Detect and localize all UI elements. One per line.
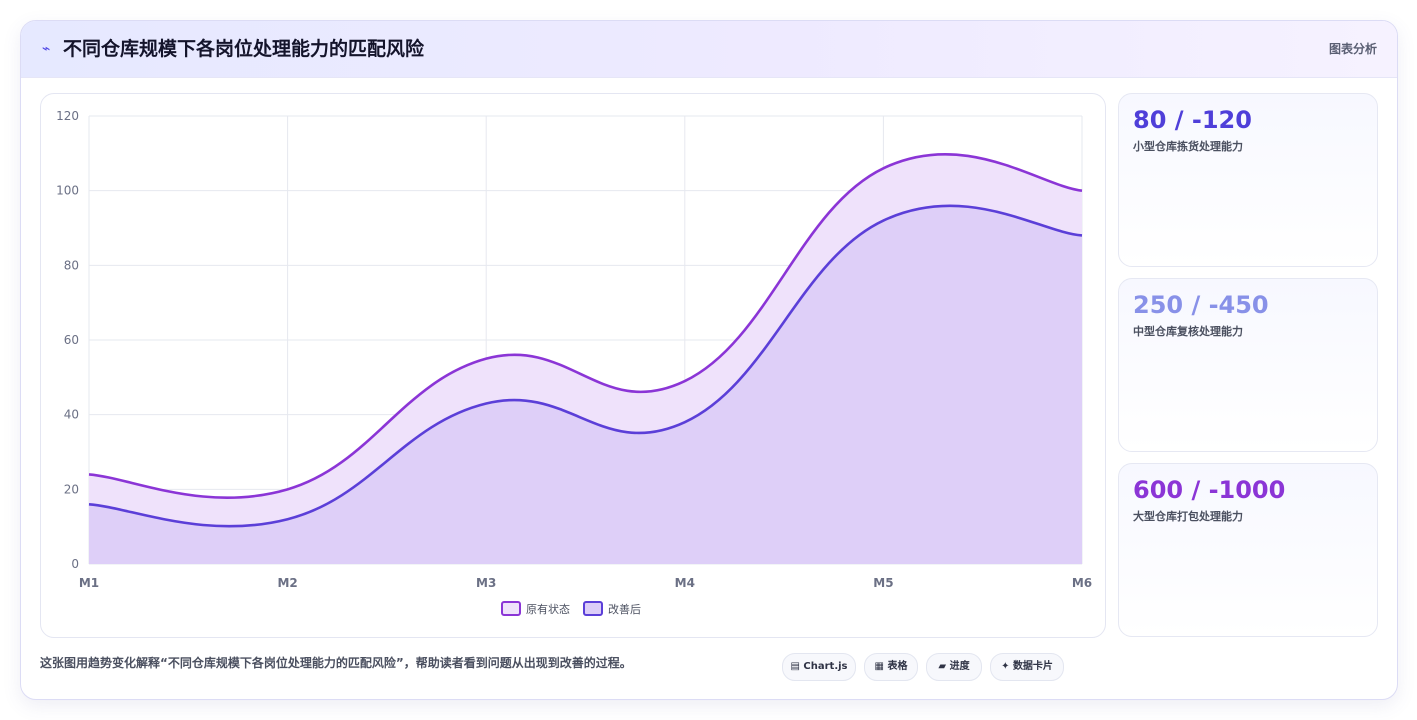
series-line-1 [88, 152, 1083, 499]
pill-label: Chart.js [803, 661, 848, 672]
y-tick-label: 120 [56, 109, 79, 123]
chart-icon: ▤ [790, 661, 800, 672]
pill-label: 进度 [949, 661, 970, 672]
pill-label: 数据卡片 [1012, 661, 1053, 672]
x-tick-label: M2 [277, 576, 297, 590]
y-tick-label: 0 [71, 557, 79, 571]
x-tick-label: M3 [476, 576, 496, 590]
sparkle-icon: ✦ [1001, 661, 1010, 672]
y-tick-label: 60 [64, 333, 79, 347]
y-tick-label: 20 [64, 482, 79, 496]
chart-card: ⌁ 不同仓库规模下各岗位处理能力的匹配风险 图表分析 0 20 40 60 80 100 1… [20, 20, 1398, 700]
chart-line-icon: ⌁ [42, 41, 51, 57]
stat-label-small: 小型仓库拣货处理能力 [1133, 140, 1243, 153]
x-tick-label: M6 [1072, 576, 1092, 590]
card-header: ⌁ 不同仓库规模下各岗位处理能力的匹配风险 图表分析 [21, 21, 1397, 78]
area-chart: 0 20 40 60 80 100 120 M1 M2 M3 M4 M5 M6 原有状态 改善后 [56, 109, 1092, 616]
stat-card-large: 600 / -1000 大型仓库打包处理能力 [1118, 463, 1378, 637]
x-tick-label: M1 [79, 576, 99, 590]
pill-chartjs[interactable]: ▤ Chart.js [782, 653, 856, 681]
legend-swatch [501, 601, 521, 616]
pill-progress[interactable]: ▰ 进度 [926, 653, 982, 681]
y-tick-label: 40 [64, 408, 79, 422]
legend-swatch [583, 601, 603, 616]
pill-label: 表格 [887, 661, 908, 672]
x-tick-label: M5 [873, 576, 893, 590]
stat-value-medium: 250 / -450 [1133, 291, 1269, 319]
stat-label-large: 大型仓库打包处理能力 [1133, 510, 1243, 523]
x-tick-label: M4 [675, 576, 695, 590]
chart-description: 这张图用趋势变化解释“不同仓库规模下各岗位处理能力的匹配风险”，帮助读者看到问题… [40, 656, 632, 670]
progress-icon: ▰ [938, 661, 947, 672]
legend-label: 改善后 [608, 602, 641, 616]
series-line-2 [88, 204, 1083, 528]
page-title: 不同仓库规模下各岗位处理能力的匹配风险 [63, 38, 425, 60]
y-tick-label: 80 [64, 258, 79, 272]
chart-analysis-label: 图表分析 [1328, 42, 1377, 56]
pill-data-cards[interactable]: ✦ 数据卡片 [990, 653, 1064, 681]
pill-table[interactable]: ▦ 表格 [864, 653, 918, 681]
table-icon: ▦ [874, 661, 884, 672]
stat-value-large: 600 / -1000 [1133, 476, 1286, 504]
stat-value-small: 80 / -120 [1133, 106, 1252, 134]
series-area-2 [89, 205, 1082, 564]
stat-card-medium: 250 / -450 中型仓库复核处理能力 [1118, 278, 1378, 452]
legend-label: 原有状态 [526, 602, 570, 616]
y-tick-label: 100 [56, 184, 79, 198]
stat-card-small: 80 / -120 小型仓库拣货处理能力 [1118, 93, 1378, 267]
stat-label-medium: 中型仓库复核处理能力 [1133, 325, 1243, 338]
chart-panel: 0 20 40 60 80 100 120 M1 M2 M3 M4 M5 M6 原有状态 改善后 [40, 93, 1106, 638]
